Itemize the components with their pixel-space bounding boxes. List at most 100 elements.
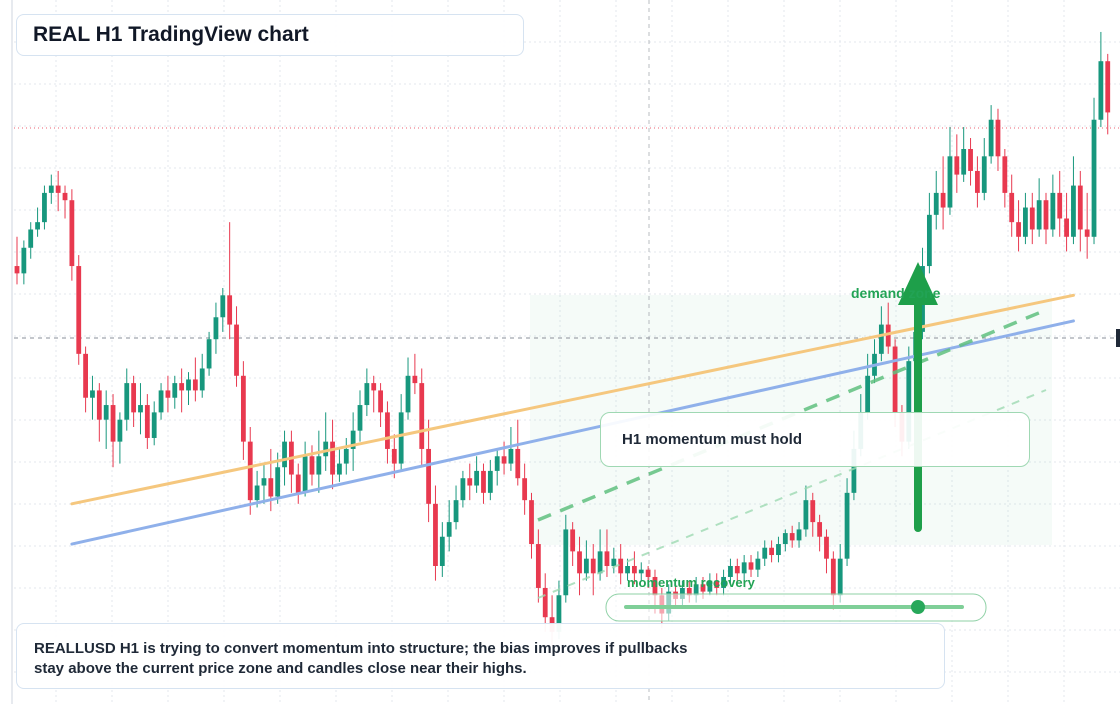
candle	[968, 138, 973, 186]
candle	[192, 357, 198, 402]
candle-body	[316, 456, 322, 475]
candle	[714, 573, 720, 596]
candle	[371, 375, 377, 413]
candle-body	[501, 456, 507, 464]
candle	[926, 192, 932, 274]
candle	[762, 540, 768, 566]
candle-body	[968, 149, 973, 171]
candle	[460, 470, 466, 508]
candle-body	[632, 566, 637, 574]
candle	[302, 441, 308, 497]
candle-body	[199, 368, 205, 391]
candle	[234, 306, 239, 387]
candle	[981, 138, 987, 201]
candle-body	[378, 390, 383, 413]
candle-body	[172, 383, 178, 398]
candle-body	[926, 214, 932, 267]
candle	[42, 185, 47, 230]
demand-zone-label: demand zone	[851, 285, 941, 301]
candle	[96, 383, 102, 442]
candle-body	[42, 192, 47, 223]
candle-body	[748, 562, 754, 570]
candle-body	[275, 467, 281, 497]
summary-card: REALLUSD H1 is trying to convert momentu…	[16, 623, 945, 689]
candle-body	[611, 558, 617, 566]
candle-body	[426, 448, 431, 504]
candle-body	[981, 156, 987, 193]
candle	[124, 368, 130, 431]
summary-line-1: REALLUSD H1 is trying to convert momentu…	[34, 640, 688, 657]
candle	[645, 566, 651, 588]
candle	[1071, 156, 1076, 245]
candle-body	[385, 412, 390, 449]
candle-body	[309, 456, 315, 475]
candle-body	[1084, 229, 1090, 237]
candle-body	[796, 529, 802, 541]
candle-body	[21, 247, 27, 274]
candle	[810, 492, 816, 537]
candle	[117, 412, 123, 464]
candle	[240, 361, 246, 460]
candle-body	[453, 500, 459, 523]
candle	[289, 430, 294, 493]
candle-body	[988, 119, 994, 157]
candle-body	[906, 361, 912, 442]
candle-body	[391, 448, 397, 464]
candle	[803, 485, 809, 537]
candle-body	[55, 185, 61, 193]
candle	[487, 459, 493, 501]
candle	[583, 540, 589, 581]
candle-body	[535, 544, 541, 588]
candle	[1002, 149, 1008, 208]
candle	[1043, 192, 1049, 245]
candle-body	[247, 441, 253, 501]
candle	[940, 156, 946, 230]
candle	[446, 500, 452, 552]
candle	[837, 544, 843, 603]
candle-body	[769, 547, 774, 556]
candle	[1064, 192, 1069, 252]
candle-body	[343, 448, 349, 464]
candle	[590, 544, 596, 596]
candle-body	[1023, 207, 1028, 237]
candle-body	[144, 405, 150, 438]
candle-body	[419, 383, 425, 449]
candle-body	[131, 383, 137, 413]
candle-body	[961, 149, 967, 175]
candle-body	[844, 492, 850, 559]
candle-body	[529, 500, 534, 545]
candle-body	[1002, 156, 1008, 193]
candle-body	[638, 569, 644, 574]
candle-body	[597, 551, 603, 574]
candle-body	[357, 405, 363, 431]
candle-body	[1029, 207, 1035, 230]
candle	[69, 189, 75, 281]
candle	[604, 529, 610, 577]
candle	[707, 573, 713, 596]
candle	[316, 430, 322, 493]
candle	[776, 536, 781, 563]
candle-body	[721, 576, 726, 588]
candle	[878, 306, 884, 362]
candle-body	[803, 500, 809, 530]
candle-body	[734, 566, 740, 574]
candle-body	[741, 562, 747, 574]
candle	[433, 485, 438, 581]
candle	[186, 372, 191, 406]
candle	[1057, 170, 1063, 237]
candle-body	[700, 584, 706, 592]
candle-body	[398, 412, 404, 464]
candle-body	[1057, 192, 1063, 219]
candle	[947, 127, 953, 215]
chart-title-card: REAL H1 TradingView chart	[16, 14, 524, 56]
candle	[158, 383, 164, 420]
candle-body	[14, 266, 20, 274]
candle	[611, 547, 617, 574]
candle	[570, 522, 576, 566]
candle	[323, 412, 329, 471]
candle	[769, 540, 774, 563]
candle	[577, 536, 582, 596]
candle-body	[439, 536, 445, 566]
candle	[151, 401, 157, 446]
